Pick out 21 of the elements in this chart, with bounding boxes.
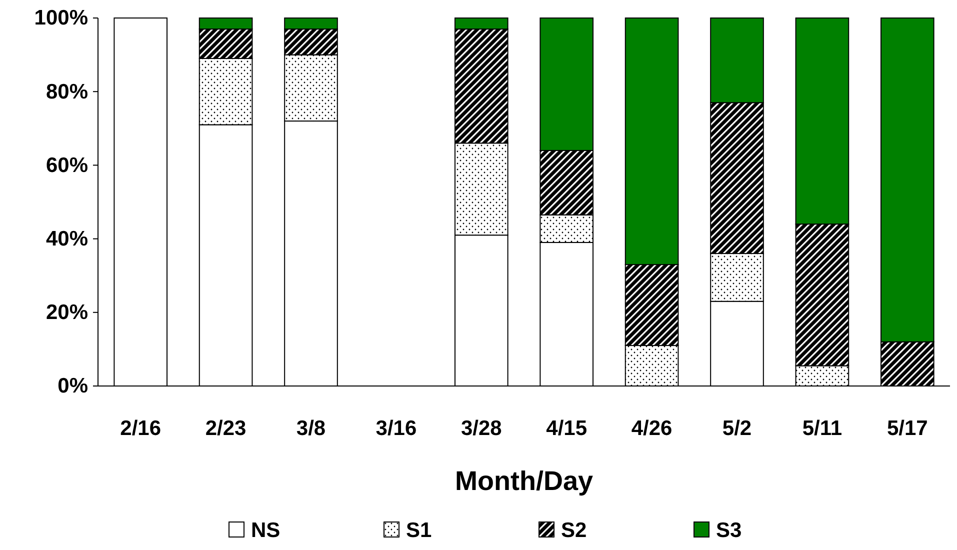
x-tick-label: 5/11 xyxy=(802,417,842,440)
x-tick-label: 5/17 xyxy=(886,417,928,440)
x-axis-title: Month/Day xyxy=(455,466,593,496)
x-tick-label: 4/15 xyxy=(546,417,588,440)
y-tick-label: 80% xyxy=(46,80,88,104)
legend-label: NS xyxy=(251,519,280,542)
x-tick-label: 3/28 xyxy=(460,417,502,440)
x-tick-label: 2/23 xyxy=(205,417,246,440)
legend-label: S1 xyxy=(406,519,432,542)
x-tick-label: 2/16 xyxy=(120,417,162,440)
y-tick-label: 60% xyxy=(46,154,88,177)
x-tick-label: 4/26 xyxy=(631,417,672,440)
y-tick-label: 20% xyxy=(46,301,88,324)
x-tick-label: 5/2 xyxy=(722,417,752,440)
y-tick-label: 0% xyxy=(58,374,88,398)
y-tick-label: 40% xyxy=(46,228,88,251)
x-tick-label: 3/16 xyxy=(376,417,417,440)
legend-label: S3 xyxy=(716,519,742,542)
x-tick-label: 3/8 xyxy=(296,417,326,440)
y-tick-label: 100% xyxy=(34,6,88,30)
legend-label: S2 xyxy=(561,519,587,542)
